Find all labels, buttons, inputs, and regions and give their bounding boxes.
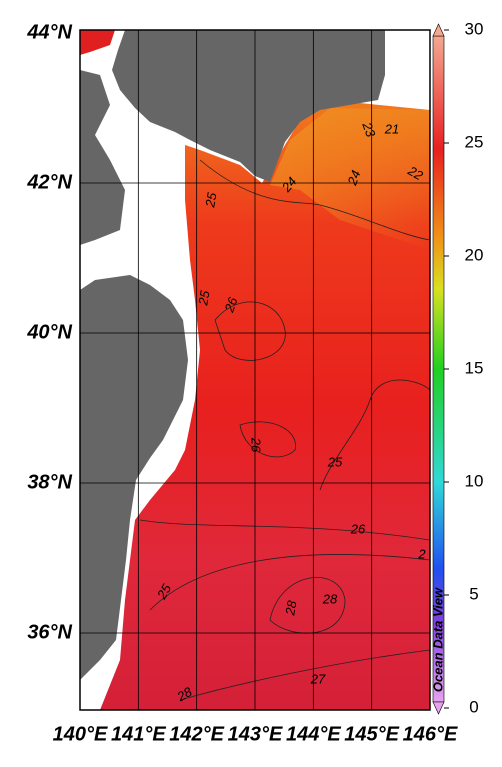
contour-label: 25 (153, 581, 174, 603)
contour-label: 26 (221, 295, 241, 315)
contour-label: 28 (174, 684, 196, 705)
corner-sea (80, 30, 115, 55)
lon-label: 145°E (344, 723, 399, 745)
map-frame (79, 29, 431, 711)
contour-label: 25 (327, 454, 343, 469)
contour (239, 421, 296, 458)
lon-label: 146°E (403, 723, 458, 745)
land-hokkaido (112, 30, 385, 182)
contour-label: 23 (359, 119, 379, 139)
colorbar-label: 5 (469, 584, 478, 603)
contour-label: 26 (249, 437, 264, 453)
lat-label: 36°N (27, 621, 72, 643)
contour-label: 2 (417, 546, 426, 561)
contour-label: 22 (405, 162, 427, 183)
land-honshu (80, 275, 188, 680)
contour (199, 159, 430, 241)
lon-label: 143°E (228, 723, 283, 745)
lat-label: 40°N (26, 321, 72, 343)
contour-label: 25 (202, 191, 220, 210)
contour-label: 27 (310, 671, 326, 686)
contour-label: 21 (384, 121, 399, 136)
contour-lines (139, 159, 430, 701)
contour-label: 26 (350, 521, 366, 536)
colorbar-label: 15 (465, 358, 484, 377)
lat-label: 44°N (26, 21, 72, 43)
credit: Ocean Data View (430, 587, 445, 692)
contour (139, 519, 430, 541)
contour-label: 24 (344, 168, 363, 188)
contour (319, 379, 430, 491)
colorbar-label: 30 (465, 19, 484, 38)
lat-label: 38°N (27, 471, 72, 493)
colorbar-label: 20 (465, 245, 484, 264)
contour (214, 301, 286, 361)
colorbar-min-arrow (432, 701, 445, 715)
sea-field (100, 103, 430, 710)
map-area (80, 30, 430, 710)
colorbar-label: 10 (465, 471, 484, 490)
lon-label: 140°E (53, 723, 108, 745)
contour-label: 28 (282, 599, 300, 618)
colorbar-max-arrow (432, 23, 445, 37)
lat-label: 42°N (26, 171, 72, 193)
contour (269, 577, 346, 634)
graticule (80, 30, 430, 710)
land-west (80, 70, 125, 245)
contour (179, 649, 430, 701)
contour (149, 554, 430, 611)
contour-label: 28 (322, 591, 338, 606)
contour-label: 25 (195, 289, 213, 308)
colorbar-label: 0 (469, 697, 478, 716)
lon-label: 141°E (111, 723, 166, 745)
warm-northeast (270, 108, 430, 250)
lon-label: 142°E (169, 723, 224, 745)
lon-label: 144°E (286, 723, 341, 745)
colorbar-label: 25 (465, 132, 484, 151)
